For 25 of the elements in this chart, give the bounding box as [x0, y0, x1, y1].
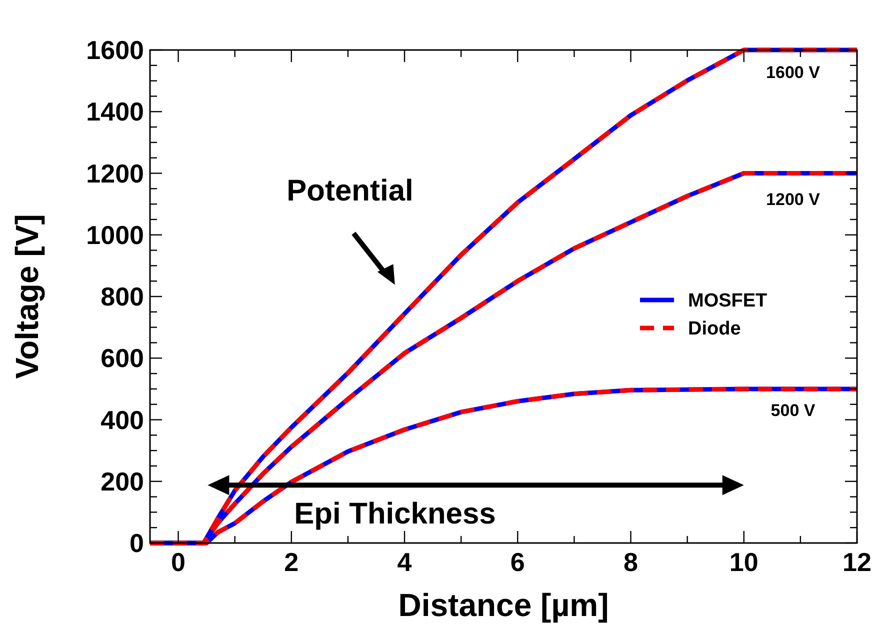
- annotation: Epi Thickness: [294, 498, 496, 530]
- y-tick-label: 1400: [86, 96, 144, 127]
- x-tick-label: 2: [284, 547, 299, 577]
- y-tick-label: 1200: [86, 158, 144, 188]
- x-tick-label: 6: [510, 547, 525, 577]
- y-tick-label: 400: [100, 404, 144, 435]
- y-tick-label: 200: [100, 466, 144, 496]
- y-axis-title: Voltage [V]: [9, 214, 45, 379]
- x-tick-label: 10: [729, 547, 758, 577]
- y-tick-label: 600: [100, 343, 144, 374]
- x-tick-label: 4: [397, 547, 412, 577]
- y-tick-label: 1000: [86, 220, 144, 250]
- y-tick-label: 800: [100, 282, 144, 312]
- annotation: Potential: [286, 174, 414, 208]
- annotation: 1600 V: [766, 62, 821, 82]
- x-tick-label: 8: [624, 547, 638, 577]
- legend-label: Diode: [688, 318, 741, 340]
- annotation: 500 V: [770, 400, 816, 420]
- annotation: 1200 V: [766, 190, 821, 209]
- legend-label: MOSFET: [688, 290, 768, 312]
- y-tick-label: 0: [130, 528, 144, 558]
- x-axis-title: Distance [µm]: [398, 587, 609, 623]
- x-tick-label: 12: [842, 547, 872, 577]
- y-tick-label: 1600: [86, 35, 144, 66]
- x-tick-label: 0: [171, 547, 186, 577]
